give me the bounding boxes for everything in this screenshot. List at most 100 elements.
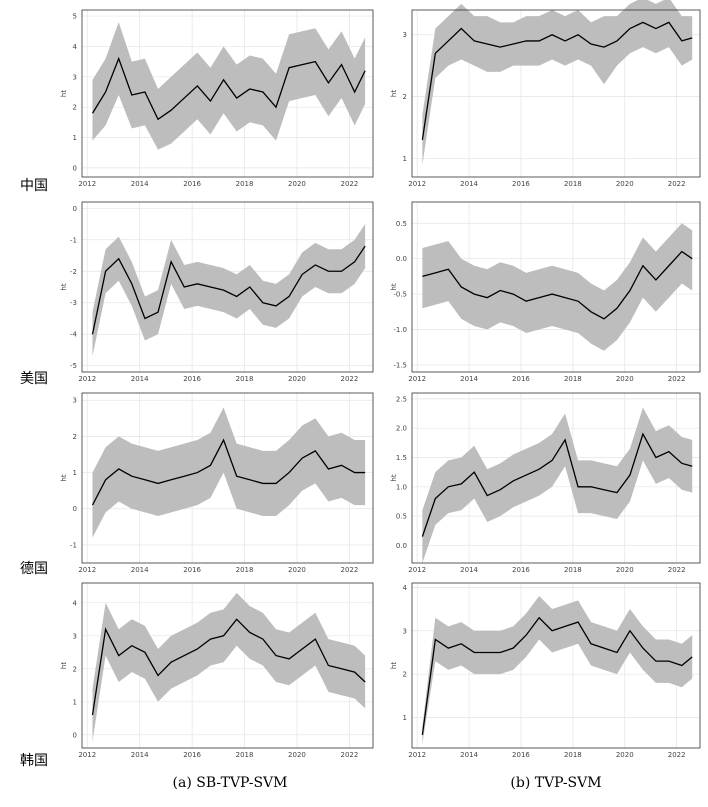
plot-border	[411, 582, 701, 749]
y-axis-label: ht	[390, 474, 398, 481]
x-tick-label: 2016	[512, 180, 530, 188]
x-tick-label: 2020	[288, 180, 306, 188]
x-tick-label: 2014	[131, 751, 149, 759]
y-tick-label: 5	[73, 13, 77, 21]
x-tick-label: 2014	[131, 180, 149, 188]
x-tick-label: 2022	[668, 375, 686, 383]
x-tick-label: 2020	[288, 375, 306, 383]
row-label: 德国	[20, 561, 48, 577]
confidence-band	[422, 407, 693, 563]
plot-border	[81, 582, 374, 749]
series-line	[91, 245, 366, 335]
y-tick-label: 4	[73, 43, 78, 51]
y-tick-label: 2	[403, 93, 407, 101]
x-tick-label: 2016	[183, 180, 201, 188]
series-line	[421, 616, 693, 736]
x-tick-label: 2016	[183, 751, 201, 759]
x-tick-label: 2018	[564, 180, 582, 188]
y-tick-label: -5	[70, 362, 77, 370]
y-tick-label: -4	[70, 331, 78, 339]
plot-border	[81, 9, 374, 178]
x-tick-label: 2012	[408, 751, 426, 759]
y-tick-label: 0	[73, 731, 77, 739]
x-tick-label: 2012	[408, 375, 426, 383]
y-tick-label: 0	[73, 505, 77, 513]
x-tick-label: 2018	[236, 180, 254, 188]
row-label: 美国	[20, 371, 48, 387]
x-tick-label: 2022	[340, 566, 358, 574]
y-axis-label: ht	[60, 662, 68, 669]
y-tick-label: -1.0	[393, 326, 407, 334]
x-tick-label: 2022	[668, 180, 686, 188]
x-tick-label: 2012	[408, 180, 426, 188]
y-tick-label: 1	[73, 469, 77, 477]
y-tick-label: -3	[70, 299, 77, 307]
x-tick-label: 2018	[236, 566, 254, 574]
series-line	[421, 21, 693, 140]
y-axis-label: ht	[60, 283, 68, 290]
y-tick-label: 2.0	[396, 425, 407, 433]
y-tick-label: -2	[70, 268, 77, 276]
y-tick-label: 2.5	[396, 395, 407, 403]
x-tick-label: 2020	[616, 375, 634, 383]
x-tick-label: 2014	[460, 566, 478, 574]
y-tick-label: 3	[403, 31, 407, 39]
plot-border	[81, 392, 374, 564]
x-tick-label: 2022	[340, 375, 358, 383]
x-tick-label: 2018	[236, 751, 254, 759]
y-tick-label: 0.5	[396, 220, 407, 228]
x-tick-label: 2018	[564, 751, 582, 759]
x-tick-label: 2020	[616, 180, 634, 188]
caption: (b) TVP-SVM	[510, 775, 601, 791]
confidence-band	[422, 223, 693, 351]
y-tick-label: 2	[403, 671, 407, 679]
y-tick-label: 3	[73, 632, 77, 640]
x-tick-label: 2016	[512, 566, 530, 574]
y-tick-label: 1	[73, 134, 77, 142]
confidence-band	[92, 407, 366, 538]
y-tick-label: 0	[73, 205, 77, 213]
y-tick-label: 2	[73, 665, 77, 673]
y-tick-label: 0.5	[396, 513, 407, 521]
x-tick-label: 2012	[78, 566, 96, 574]
x-tick-label: 2020	[288, 566, 306, 574]
x-tick-label: 2016	[183, 375, 201, 383]
row-label: 中国	[20, 178, 48, 194]
x-tick-label: 2012	[78, 375, 96, 383]
y-tick-label: 1	[403, 714, 407, 722]
y-tick-label: -0.5	[393, 291, 407, 299]
x-tick-label: 2022	[340, 751, 358, 759]
y-tick-label: 2	[73, 104, 77, 112]
plot-border	[411, 392, 701, 564]
x-tick-label: 2020	[616, 751, 634, 759]
x-tick-label: 2014	[131, 566, 149, 574]
confidence-band	[92, 592, 366, 742]
x-tick-label: 2016	[512, 375, 530, 383]
y-tick-label: 1.0	[396, 483, 407, 491]
series-line	[422, 250, 693, 320]
y-tick-label: 1	[73, 698, 77, 706]
confidence-band	[422, 596, 693, 744]
row-label: 韩国	[20, 753, 48, 769]
y-axis-label: ht	[60, 90, 68, 97]
x-tick-label: 2018	[236, 375, 254, 383]
x-tick-label: 2022	[340, 180, 358, 188]
series-line	[421, 432, 693, 537]
x-tick-label: 2018	[564, 375, 582, 383]
plot-border	[81, 201, 374, 373]
x-tick-label: 2020	[288, 751, 306, 759]
x-tick-label: 2012	[78, 180, 96, 188]
caption: (a) SB-TVP-SVM	[173, 775, 288, 791]
x-tick-label: 2012	[78, 751, 96, 759]
confidence-band	[422, 0, 693, 165]
y-tick-label: -1	[70, 541, 77, 549]
y-axis-label: ht	[60, 474, 68, 481]
y-tick-label: 3	[403, 627, 407, 635]
y-tick-label: 3	[73, 397, 77, 405]
confidence-band	[92, 224, 366, 357]
y-tick-label: 4	[403, 584, 408, 592]
y-axis-label: ht	[390, 90, 398, 97]
y-axis-label: ht	[390, 283, 398, 290]
x-tick-label: 2016	[183, 566, 201, 574]
